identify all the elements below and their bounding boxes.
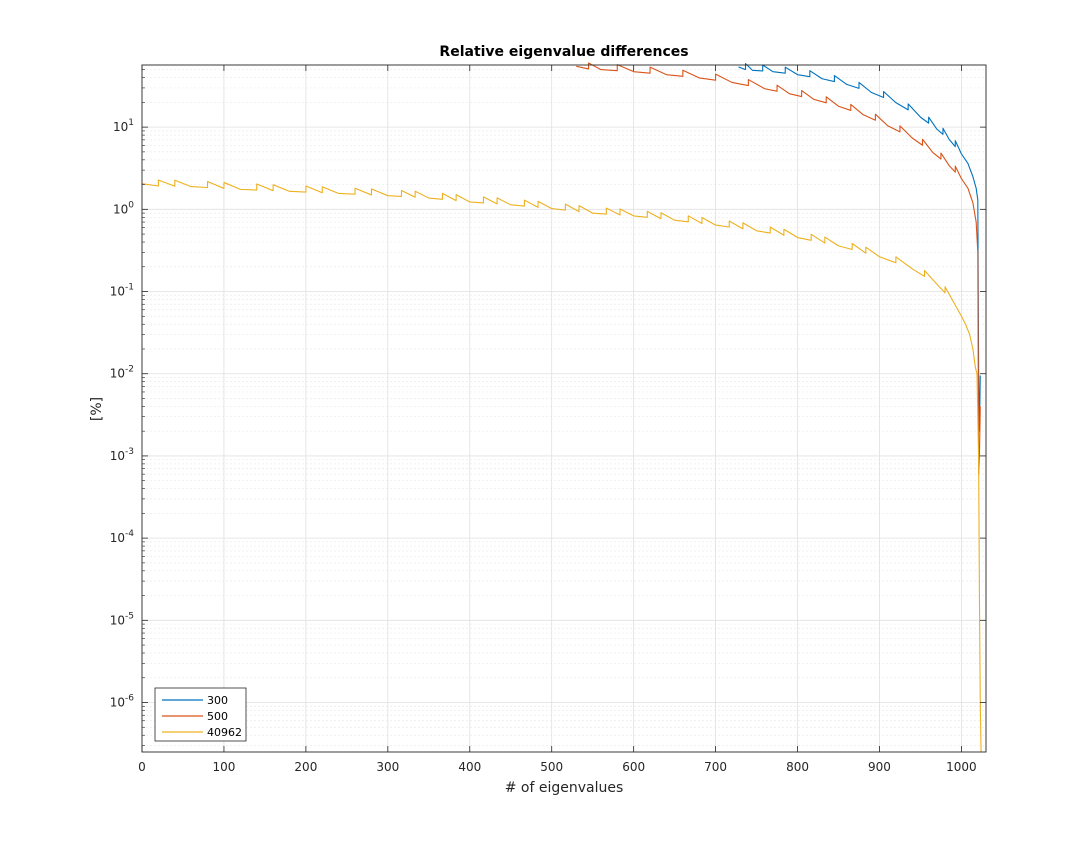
legend-label-500: 500 (207, 710, 228, 723)
y-axis-label: [%] (89, 397, 105, 421)
x-tick-label: 900 (868, 760, 891, 774)
x-axis-label: # of eigenvalues (505, 780, 624, 796)
axes-box (141, 64, 987, 753)
chart-title: Relative eigenvalue differences (439, 44, 688, 60)
x-tick-labels: 0 100 200 300 400 500 600 700 800 900 1000 (138, 760, 977, 774)
minor-grid (142, 69, 986, 746)
x-tick-label: 100 (212, 760, 235, 774)
y-tick-label: 10-1 (110, 283, 134, 299)
series-line-300 (738, 63, 981, 432)
legend-label-40962: 40962 (207, 726, 242, 739)
x-tick-label: 500 (540, 760, 563, 774)
legend-label-300: 300 (207, 694, 228, 707)
series-line-40962 (141, 179, 982, 753)
x-tick-label: 800 (786, 760, 809, 774)
legend[interactable]: 300 500 40962 (154, 687, 247, 742)
x-tick-label: 200 (294, 760, 317, 774)
plot-area-background (142, 65, 986, 752)
x-tick-label: 300 (376, 760, 399, 774)
x-tick-label: 400 (458, 760, 481, 774)
x-tick-label: 1000 (946, 760, 977, 774)
y-tick-label: 10-5 (110, 611, 134, 627)
y-tick-label: 100 (113, 200, 134, 216)
y-tick-label: 10-4 (110, 529, 135, 545)
y-tick-label: 101 (113, 118, 134, 134)
x-tick-label: 700 (704, 760, 727, 774)
series-line-500 (576, 62, 981, 475)
y-tick-label: 10-2 (110, 365, 134, 381)
y-tick-labels: 10-6 10-5 10-4 10-3 10-2 10-1 100 101 (110, 118, 135, 709)
x-tick-label: 600 (622, 760, 645, 774)
y-tick-label: 10-3 (110, 447, 134, 463)
y-tick-label: 10-6 (110, 694, 135, 710)
x-tick-label: 0 (138, 760, 146, 774)
axes (141, 64, 987, 753)
series-layer (141, 62, 982, 753)
